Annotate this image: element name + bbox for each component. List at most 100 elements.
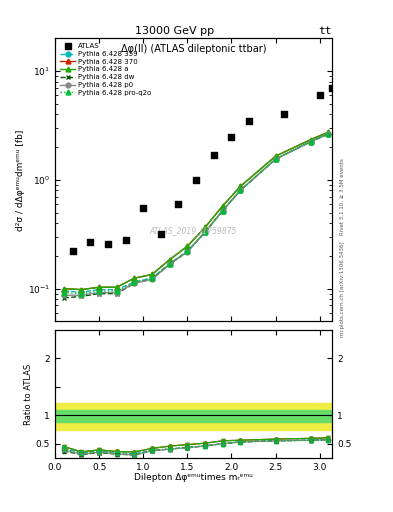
Pythia 6.428 359 xyxy=(220,208,225,214)
Pythia 6.428 359 xyxy=(79,289,84,295)
Pythia 6.428 359 xyxy=(167,261,172,267)
ATLAS xyxy=(87,238,94,246)
Text: 13000 GeV pp: 13000 GeV pp xyxy=(135,26,214,36)
Pythia 6.428 p0 xyxy=(185,249,190,255)
Line: Pythia 6.428 370: Pythia 6.428 370 xyxy=(61,130,331,292)
Pythia 6.428 p0 xyxy=(132,280,137,286)
X-axis label: Dilepton Δφᵉᵐᵘtimes mᵣᵉᵐᵘ: Dilepton Δφᵉᵐᵘtimes mᵣᵉᵐᵘ xyxy=(134,474,253,482)
Pythia 6.428 a xyxy=(114,284,119,290)
Text: Δφ(ll) (ATLAS dileptonic ttbar): Δφ(ll) (ATLAS dileptonic ttbar) xyxy=(121,44,266,54)
Pythia 6.428 370 xyxy=(309,137,313,143)
ATLAS xyxy=(105,240,111,248)
ATLAS xyxy=(175,200,182,208)
Text: ATLAS_2019_I1759875: ATLAS_2019_I1759875 xyxy=(150,226,237,236)
Pythia 6.428 pro-q2o xyxy=(150,275,154,281)
Pythia 6.428 dw xyxy=(273,156,278,162)
Pythia 6.428 370 xyxy=(150,271,154,278)
Pythia 6.428 370 xyxy=(202,224,207,230)
Pythia 6.428 370 xyxy=(79,287,84,293)
Pythia 6.428 p0 xyxy=(220,208,225,214)
Pythia 6.428 a xyxy=(132,275,137,281)
Pythia 6.428 dw xyxy=(326,131,331,137)
Pythia 6.428 a xyxy=(97,284,101,290)
Pythia 6.428 a xyxy=(326,129,331,135)
Text: Rivet 3.1.10, ≥ 3.5M events: Rivet 3.1.10, ≥ 3.5M events xyxy=(340,159,345,236)
Pythia 6.428 a xyxy=(309,137,313,143)
Pythia 6.428 359 xyxy=(273,156,278,162)
Pythia 6.428 dw xyxy=(309,139,313,145)
Pythia 6.428 pro-q2o xyxy=(309,139,313,145)
ATLAS xyxy=(228,133,235,141)
Y-axis label: d²σ / dΔφᵉᵐᵘdmᵉᵐᵘ [fb]: d²σ / dΔφᵉᵐᵘdmᵉᵐᵘ [fb] xyxy=(16,129,25,230)
Pythia 6.428 pro-q2o xyxy=(185,248,190,254)
Pythia 6.428 dw xyxy=(238,187,242,194)
ATLAS xyxy=(211,151,217,159)
Pythia 6.428 a xyxy=(202,224,207,230)
Pythia 6.428 a xyxy=(185,243,190,249)
Pythia 6.428 pro-q2o xyxy=(202,229,207,236)
Pythia 6.428 359 xyxy=(202,229,207,236)
Pythia 6.428 dw xyxy=(167,261,172,267)
Pythia 6.428 a xyxy=(150,271,154,278)
Legend: ATLAS, Pythia 6.428 359, Pythia 6.428 370, Pythia 6.428 a, Pythia 6.428 dw, Pyth: ATLAS, Pythia 6.428 359, Pythia 6.428 37… xyxy=(59,42,152,97)
Pythia 6.428 dw xyxy=(185,249,190,255)
Text: mcplots.cern.ch [arXiv:1306.3436]: mcplots.cern.ch [arXiv:1306.3436] xyxy=(340,242,345,337)
Pythia 6.428 359 xyxy=(61,288,66,294)
Pythia 6.428 dw xyxy=(61,295,66,301)
Pythia 6.428 370 xyxy=(220,203,225,209)
ATLAS xyxy=(329,84,335,92)
Pythia 6.428 p0 xyxy=(309,139,313,145)
Line: Pythia 6.428 a: Pythia 6.428 a xyxy=(61,130,331,292)
Pythia 6.428 a xyxy=(238,183,242,189)
Pythia 6.428 359 xyxy=(309,139,313,145)
Pythia 6.428 pro-q2o xyxy=(220,208,225,214)
Pythia 6.428 a xyxy=(273,153,278,159)
Line: Pythia 6.428 dw: Pythia 6.428 dw xyxy=(61,132,331,301)
Pythia 6.428 dw xyxy=(79,293,84,300)
Pythia 6.428 370 xyxy=(238,183,242,189)
Pythia 6.428 p0 xyxy=(114,289,119,295)
Text: tt: tt xyxy=(319,26,332,36)
ATLAS xyxy=(140,204,146,212)
Line: Pythia 6.428 p0: Pythia 6.428 p0 xyxy=(61,132,331,297)
Pythia 6.428 p0 xyxy=(273,156,278,162)
Pythia 6.428 370 xyxy=(61,286,66,292)
Pythia 6.428 pro-q2o xyxy=(167,261,172,267)
Line: Pythia 6.428 359: Pythia 6.428 359 xyxy=(61,132,331,294)
Pythia 6.428 a xyxy=(61,286,66,292)
Pythia 6.428 359 xyxy=(97,287,101,293)
Pythia 6.428 dw xyxy=(150,276,154,282)
Pythia 6.428 p0 xyxy=(326,131,331,137)
ATLAS xyxy=(158,229,164,238)
Y-axis label: Ratio to ATLAS: Ratio to ATLAS xyxy=(24,364,33,424)
Pythia 6.428 p0 xyxy=(167,261,172,267)
Pythia 6.428 359 xyxy=(185,248,190,254)
Pythia 6.428 dw xyxy=(132,280,137,286)
Pythia 6.428 pro-q2o xyxy=(61,289,66,295)
Pythia 6.428 370 xyxy=(167,257,172,263)
Pythia 6.428 pro-q2o xyxy=(132,279,137,285)
Pythia 6.428 dw xyxy=(114,290,119,296)
Pythia 6.428 pro-q2o xyxy=(238,187,242,194)
ATLAS xyxy=(246,117,252,125)
Pythia 6.428 p0 xyxy=(238,187,242,194)
Pythia 6.428 p0 xyxy=(61,292,66,298)
Pythia 6.428 dw xyxy=(97,290,101,296)
Pythia 6.428 pro-q2o xyxy=(114,288,119,294)
Pythia 6.428 370 xyxy=(97,284,101,290)
Pythia 6.428 dw xyxy=(202,229,207,236)
Pythia 6.428 359 xyxy=(238,187,242,194)
Line: Pythia 6.428 pro-q2o: Pythia 6.428 pro-q2o xyxy=(61,132,331,296)
ATLAS xyxy=(281,110,287,118)
ATLAS xyxy=(70,247,76,255)
ATLAS xyxy=(193,176,199,184)
Pythia 6.428 pro-q2o xyxy=(97,288,101,294)
Pythia 6.428 370 xyxy=(273,153,278,159)
Pythia 6.428 370 xyxy=(185,243,190,249)
Pythia 6.428 pro-q2o xyxy=(273,156,278,162)
ATLAS xyxy=(123,236,129,244)
Pythia 6.428 pro-q2o xyxy=(79,290,84,296)
Pythia 6.428 359 xyxy=(132,279,137,285)
Pythia 6.428 p0 xyxy=(97,289,101,295)
Pythia 6.428 p0 xyxy=(79,292,84,298)
